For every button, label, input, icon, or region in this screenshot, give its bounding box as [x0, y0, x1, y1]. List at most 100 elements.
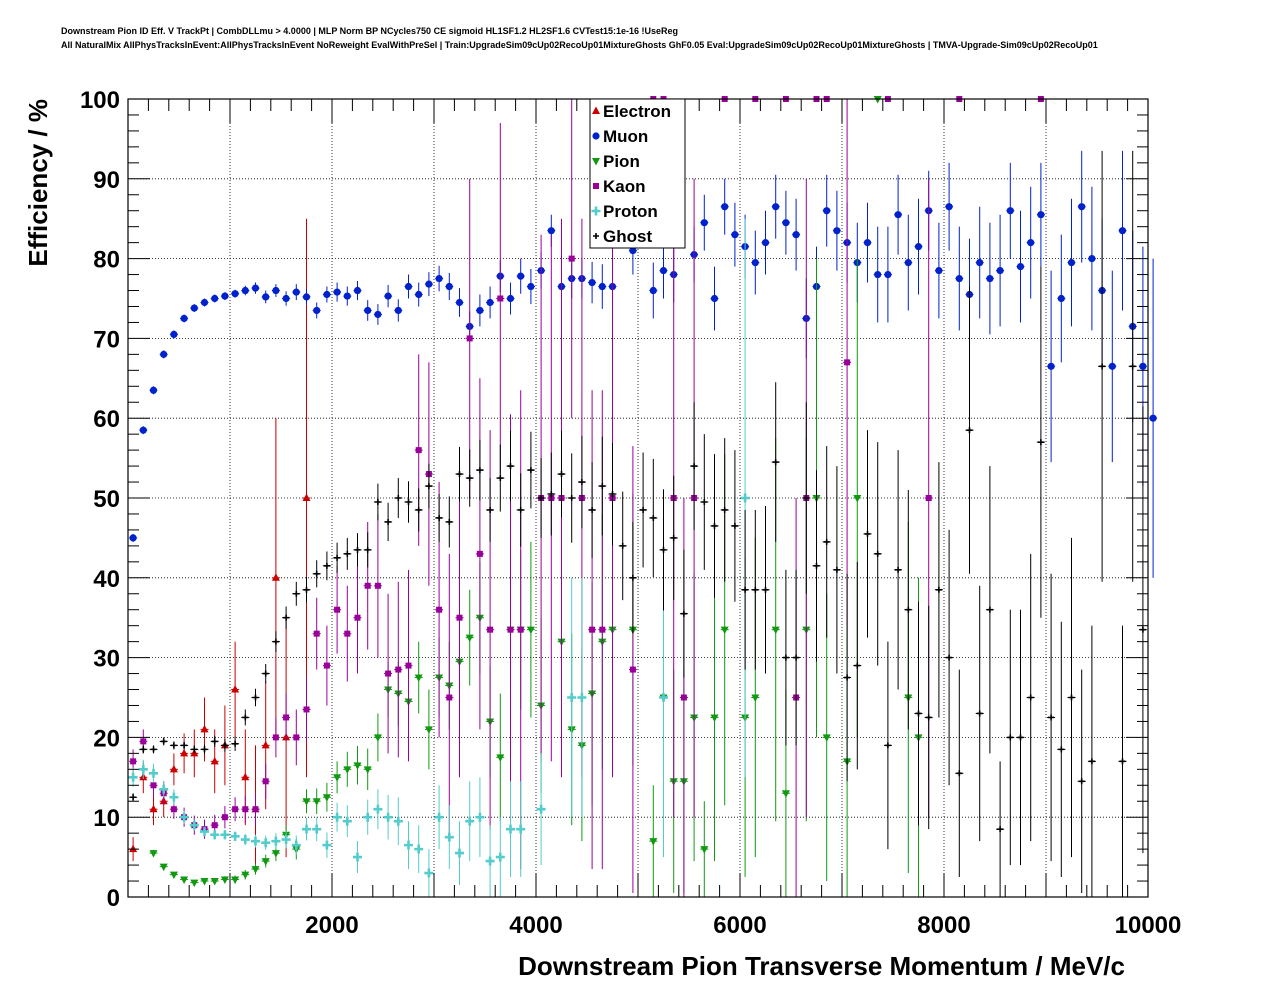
ghost-data-point	[803, 495, 810, 501]
proton-data-point	[281, 835, 291, 845]
ghost-data-point	[395, 495, 402, 501]
x-axis-title: Downstream Pion Transverse Momentum / Me…	[518, 951, 1125, 981]
proton-data-point	[302, 824, 311, 834]
ghost-data-point	[538, 495, 545, 501]
ghost-data-point	[568, 495, 575, 501]
ghost-data-point	[721, 506, 728, 513]
kaon-data-point	[313, 630, 320, 637]
proton-data-point	[220, 830, 230, 840]
muon-data-point	[415, 290, 423, 299]
legend-label-kaon: Kaon	[603, 177, 646, 196]
muon-data-point	[364, 306, 372, 315]
ghost-data-point	[833, 566, 840, 573]
pion-data-point	[465, 634, 474, 643]
legend-marker-ghost	[593, 233, 599, 239]
ghost-data-point	[589, 506, 596, 513]
proton-data-point	[149, 768, 158, 778]
proton-data-point	[414, 844, 424, 854]
proton-data-point	[312, 824, 322, 834]
pion-data-point	[822, 734, 831, 742]
kaon-data-point	[405, 662, 412, 669]
muon-data-point	[170, 330, 178, 339]
pion-data-point	[343, 766, 352, 774]
muon-data-point	[404, 282, 413, 291]
muon-data-point	[190, 304, 198, 312]
muon-data-point	[1016, 262, 1025, 271]
muon-data-point	[649, 286, 657, 295]
ghost-data-point	[344, 550, 351, 557]
kaon-data-point	[262, 778, 269, 785]
muon-data-point	[700, 219, 708, 227]
kaon-data-point	[242, 806, 249, 813]
kaon-data-point	[568, 255, 575, 262]
ghost-data-point	[742, 586, 749, 593]
muon-data-point	[353, 286, 362, 295]
series-muon	[129, 150, 1158, 578]
legend-box	[589, 98, 686, 249]
ghost-data-point	[578, 479, 585, 486]
ghost-data-point	[262, 670, 269, 677]
muon-data-point	[935, 266, 943, 275]
muon-data-point	[333, 288, 341, 296]
ghost-data-point	[548, 491, 555, 498]
kaon-data-point	[680, 694, 687, 701]
muon-data-point	[1006, 207, 1014, 215]
ghost-data-point	[844, 674, 851, 681]
ghost-data-point	[507, 463, 514, 470]
muon-data-point	[986, 274, 994, 283]
ghost-data-point	[1099, 363, 1106, 370]
pion-data-point	[169, 871, 178, 880]
muon-data-point	[200, 298, 209, 307]
muon-data-point	[302, 293, 311, 301]
proton-data-point	[373, 804, 383, 814]
pion-data-point	[190, 879, 199, 888]
ghost-data-point	[1048, 714, 1055, 721]
kaon-data-point	[130, 758, 137, 765]
ghost-data-point	[1058, 746, 1065, 753]
muon-data-point	[221, 292, 229, 300]
muon-data-point	[323, 290, 331, 299]
ghost-data-point	[385, 518, 392, 525]
y-tick-label: 70	[93, 326, 120, 353]
legend-marker-proton	[591, 206, 601, 216]
ghost-data-point	[1088, 758, 1095, 765]
ghost-data-point	[466, 475, 473, 482]
ghost-data-point	[1129, 363, 1136, 370]
muon-data-point	[874, 270, 882, 279]
kaon-data-point	[303, 706, 310, 713]
proton-data-point	[291, 840, 301, 850]
series-proton	[128, 218, 750, 897]
proton-data-point	[363, 812, 373, 822]
muon-data-point	[761, 239, 770, 247]
muon-data-point	[425, 280, 433, 288]
muon-data-point	[262, 293, 270, 301]
proton-data-point	[444, 832, 454, 842]
ghost-data-point	[976, 710, 983, 717]
ghost-data-point	[150, 746, 157, 753]
proton-data-point	[424, 868, 434, 878]
muon-data-point	[598, 282, 606, 291]
y-tick-label: 60	[93, 406, 120, 433]
muon-data-point	[884, 270, 892, 279]
ghost-data-point	[487, 506, 494, 513]
kaon-data-point	[466, 335, 473, 342]
pion-data-point	[771, 626, 780, 635]
muon-data-point	[241, 286, 249, 295]
muon-data-point	[721, 203, 729, 211]
ghost-data-point	[374, 498, 381, 505]
pion-data-point	[149, 850, 158, 858]
proton-data-point	[138, 764, 148, 774]
y-tick-label: 90	[93, 167, 120, 194]
kaon-data-point	[629, 666, 636, 673]
ghost-data-point	[476, 467, 483, 474]
pion-data-point	[853, 495, 862, 503]
muon-data-point	[435, 274, 443, 283]
muon-data-point	[588, 278, 596, 287]
pion-data-point	[414, 674, 423, 683]
kaon-data-point	[334, 606, 341, 613]
header-line-2: All NaturalMix AllPhysTracksInEvent:AllP…	[61, 40, 1098, 50]
ghost-data-point	[752, 586, 759, 593]
kaon-data-point	[221, 814, 228, 821]
legend-marker-electron	[592, 106, 600, 114]
ghost-data-point	[446, 518, 453, 525]
